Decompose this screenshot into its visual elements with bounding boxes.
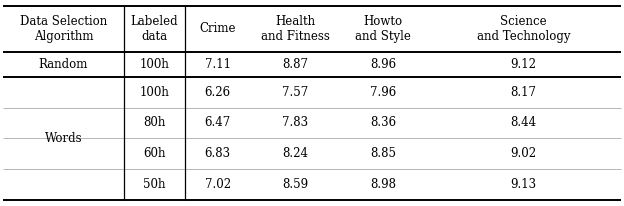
Text: Science
and Technology: Science and Technology: [477, 15, 570, 43]
Text: 7.57: 7.57: [282, 86, 308, 99]
Text: Health
and Fitness: Health and Fitness: [261, 15, 329, 43]
Text: 7.11: 7.11: [205, 58, 231, 71]
Text: 8.44: 8.44: [510, 116, 537, 129]
Text: 7.02: 7.02: [205, 178, 231, 191]
Text: 8.36: 8.36: [370, 116, 396, 129]
Text: 9.13: 9.13: [510, 178, 537, 191]
Text: 8.87: 8.87: [282, 58, 308, 71]
Text: 8.96: 8.96: [370, 58, 396, 71]
Text: 9.02: 9.02: [510, 147, 537, 160]
Text: 7.96: 7.96: [370, 86, 396, 99]
Text: 6.83: 6.83: [205, 147, 231, 160]
Text: 50h: 50h: [144, 178, 166, 191]
Text: 8.24: 8.24: [282, 147, 308, 160]
Text: 8.17: 8.17: [510, 86, 537, 99]
Text: 100h: 100h: [140, 86, 169, 99]
Text: Crime: Crime: [200, 22, 236, 35]
Text: 6.26: 6.26: [205, 86, 231, 99]
Text: 60h: 60h: [144, 147, 166, 160]
Text: Random: Random: [39, 58, 88, 71]
Text: 100h: 100h: [140, 58, 169, 71]
Text: 8.59: 8.59: [282, 178, 308, 191]
Text: Data Selection
Algorithm: Data Selection Algorithm: [20, 15, 107, 43]
Text: Labeled
data: Labeled data: [130, 15, 178, 43]
Text: 80h: 80h: [144, 116, 165, 129]
Text: 8.98: 8.98: [370, 178, 396, 191]
Text: 8.85: 8.85: [370, 147, 396, 160]
Text: 9.12: 9.12: [510, 58, 537, 71]
Text: Words: Words: [44, 132, 82, 145]
Text: Howto
and Style: Howto and Style: [355, 15, 411, 43]
Text: 7.83: 7.83: [282, 116, 308, 129]
Text: 6.47: 6.47: [205, 116, 231, 129]
